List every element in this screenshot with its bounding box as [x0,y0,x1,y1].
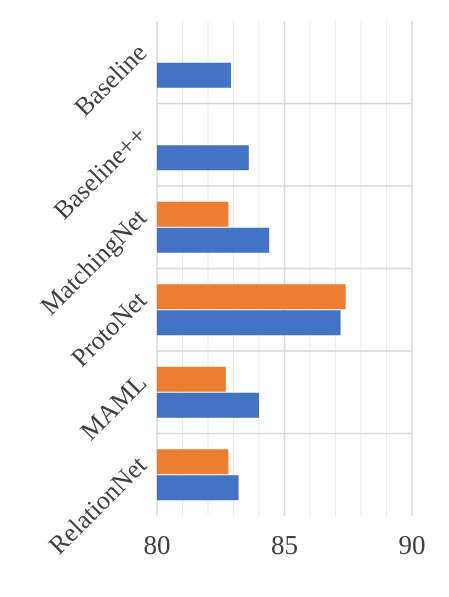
x-axis-tick-labels: 80 85 90 [144,530,426,560]
category-label: RelationNet [43,450,153,560]
x-tick-label: 85 [271,530,298,560]
category-label: MAML [75,368,153,446]
bar-blue-baseline [157,62,231,88]
bar-blue-relationnet [157,475,239,501]
bar-orange-relationnet [157,449,229,475]
category-label: ProtoNet [65,285,152,372]
bars [157,62,346,501]
major-gridlines [156,21,413,516]
bar-orange-protonet [157,284,346,310]
bar-blue-baselineplusplus [157,145,249,171]
category-labels: BaselineBaseline++MatchingNetProtoNetMAM… [35,38,153,560]
bar-blue-maml [157,392,259,418]
category-label: Baseline [68,38,152,122]
bar-orange-maml [157,366,226,392]
bar-blue-matchingnet [157,227,270,253]
bar-orange-matchingnet [157,201,229,227]
x-tick-label: 80 [144,530,171,560]
bar-blue-protonet [157,310,341,336]
x-tick-label: 90 [399,530,426,560]
